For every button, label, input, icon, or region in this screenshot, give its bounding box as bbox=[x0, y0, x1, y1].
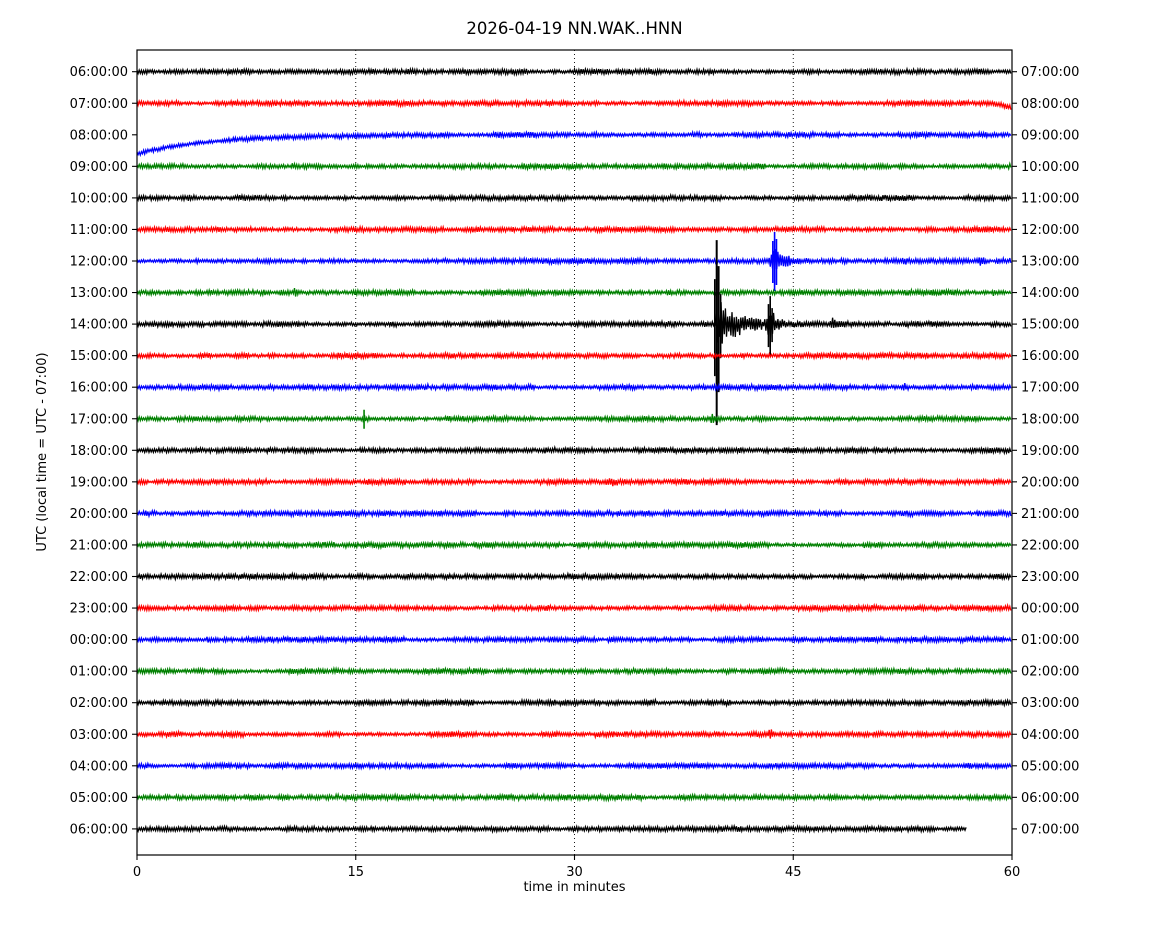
utc-label-4: 10:00:00 bbox=[70, 191, 128, 206]
utc-label-14: 20:00:00 bbox=[70, 507, 128, 522]
trace-row-3 bbox=[137, 161, 1012, 172]
x-tick-label-30: 30 bbox=[566, 865, 583, 880]
utc-label-13: 19:00:00 bbox=[70, 475, 128, 490]
local-label-0: 07:00:00 bbox=[1021, 65, 1079, 80]
local-label-5: 12:00:00 bbox=[1021, 223, 1079, 238]
local-label-24: 07:00:00 bbox=[1021, 822, 1079, 837]
utc-label-22: 04:00:00 bbox=[70, 759, 128, 774]
local-label-2: 09:00:00 bbox=[1021, 128, 1079, 143]
local-label-14: 21:00:00 bbox=[1021, 507, 1079, 522]
utc-label-19: 01:00:00 bbox=[70, 665, 128, 680]
utc-label-7: 13:00:00 bbox=[70, 286, 128, 301]
utc-label-17: 23:00:00 bbox=[70, 602, 128, 617]
trace-row-17 bbox=[137, 602, 1012, 614]
x-tick-label-15: 15 bbox=[347, 865, 364, 880]
trace-row-12 bbox=[137, 444, 1012, 456]
local-label-22: 05:00:00 bbox=[1021, 759, 1079, 774]
local-label-4: 11:00:00 bbox=[1021, 191, 1079, 206]
trace-row-23 bbox=[137, 791, 1012, 803]
local-label-1: 08:00:00 bbox=[1021, 97, 1079, 112]
utc-label-15: 21:00:00 bbox=[70, 538, 128, 553]
utc-label-6: 12:00:00 bbox=[70, 255, 128, 270]
local-label-23: 06:00:00 bbox=[1021, 791, 1079, 806]
trace-row-0 bbox=[137, 66, 1012, 77]
local-label-17: 00:00:00 bbox=[1021, 602, 1079, 617]
trace-row-14 bbox=[137, 508, 1012, 519]
local-label-7: 14:00:00 bbox=[1021, 286, 1079, 301]
utc-label-18: 00:00:00 bbox=[70, 633, 128, 648]
trace-row-5 bbox=[137, 224, 1012, 235]
trace-row-10 bbox=[137, 381, 1012, 393]
local-label-8: 15:00:00 bbox=[1021, 318, 1079, 333]
local-label-9: 16:00:00 bbox=[1021, 349, 1079, 364]
trace-row-24 bbox=[137, 823, 967, 835]
utc-label-23: 05:00:00 bbox=[70, 791, 128, 806]
trace-row-4 bbox=[137, 192, 1012, 204]
trace-row-1 bbox=[137, 98, 1012, 111]
utc-label-8: 14:00:00 bbox=[70, 318, 128, 333]
utc-label-2: 08:00:00 bbox=[70, 128, 128, 143]
local-label-18: 01:00:00 bbox=[1021, 633, 1079, 648]
utc-label-0: 06:00:00 bbox=[70, 65, 128, 80]
utc-label-21: 03:00:00 bbox=[70, 728, 128, 743]
trace-row-6 bbox=[137, 248, 1012, 270]
trace-row-18 bbox=[137, 634, 1012, 645]
local-label-6: 13:00:00 bbox=[1021, 255, 1079, 270]
utc-label-20: 02:00:00 bbox=[70, 696, 128, 711]
trace-row-19 bbox=[137, 665, 1012, 677]
local-label-3: 10:00:00 bbox=[1021, 160, 1079, 175]
trace-row-22 bbox=[137, 760, 1012, 771]
local-label-15: 22:00:00 bbox=[1021, 538, 1079, 553]
tick-layer bbox=[132, 71, 1017, 860]
trace-row-7 bbox=[137, 287, 1012, 298]
x-axis-label: time in minutes bbox=[523, 880, 625, 895]
utc-label-24: 06:00:00 bbox=[70, 822, 128, 837]
utc-label-1: 07:00:00 bbox=[70, 97, 128, 112]
x-tick-label-45: 45 bbox=[785, 865, 802, 880]
local-label-11: 18:00:00 bbox=[1021, 412, 1079, 427]
local-label-19: 02:00:00 bbox=[1021, 665, 1079, 680]
trace-row-9 bbox=[137, 350, 1012, 361]
local-label-12: 19:00:00 bbox=[1021, 444, 1079, 459]
trace-row-21 bbox=[137, 729, 1012, 740]
utc-label-11: 17:00:00 bbox=[70, 412, 128, 427]
local-label-20: 03:00:00 bbox=[1021, 696, 1079, 711]
trace-row-15 bbox=[137, 539, 1012, 551]
local-label-10: 17:00:00 bbox=[1021, 381, 1079, 396]
utc-label-10: 16:00:00 bbox=[70, 381, 128, 396]
trace-row-11 bbox=[137, 413, 1012, 424]
trace-row-13 bbox=[137, 476, 1012, 488]
utc-label-9: 15:00:00 bbox=[70, 349, 128, 364]
local-label-13: 20:00:00 bbox=[1021, 475, 1079, 490]
utc-label-5: 11:00:00 bbox=[70, 223, 128, 238]
utc-label-3: 09:00:00 bbox=[70, 160, 128, 175]
local-label-16: 23:00:00 bbox=[1021, 570, 1079, 585]
y-axis-label: UTC (local time = UTC - 07:00) bbox=[35, 352, 50, 551]
trace-row-8 bbox=[137, 302, 1012, 344]
local-label-21: 04:00:00 bbox=[1021, 728, 1079, 743]
trace-layer bbox=[137, 66, 1012, 835]
trace-row-20 bbox=[137, 697, 1012, 708]
x-tick-label-60: 60 bbox=[1004, 865, 1021, 880]
utc-label-12: 18:00:00 bbox=[70, 444, 128, 459]
utc-label-16: 22:00:00 bbox=[70, 570, 128, 585]
trace-row-16 bbox=[137, 571, 1012, 582]
trace-row-2 bbox=[137, 129, 1012, 158]
x-tick-label-0: 0 bbox=[133, 865, 141, 880]
tick-label-layer: 0 15 30 45 60 06:00:00 07:00:00 07:00:00 08:00:0… bbox=[70, 65, 1080, 880]
chart-title: 2026-04-19 NN.WAK..HNN bbox=[466, 19, 682, 38]
